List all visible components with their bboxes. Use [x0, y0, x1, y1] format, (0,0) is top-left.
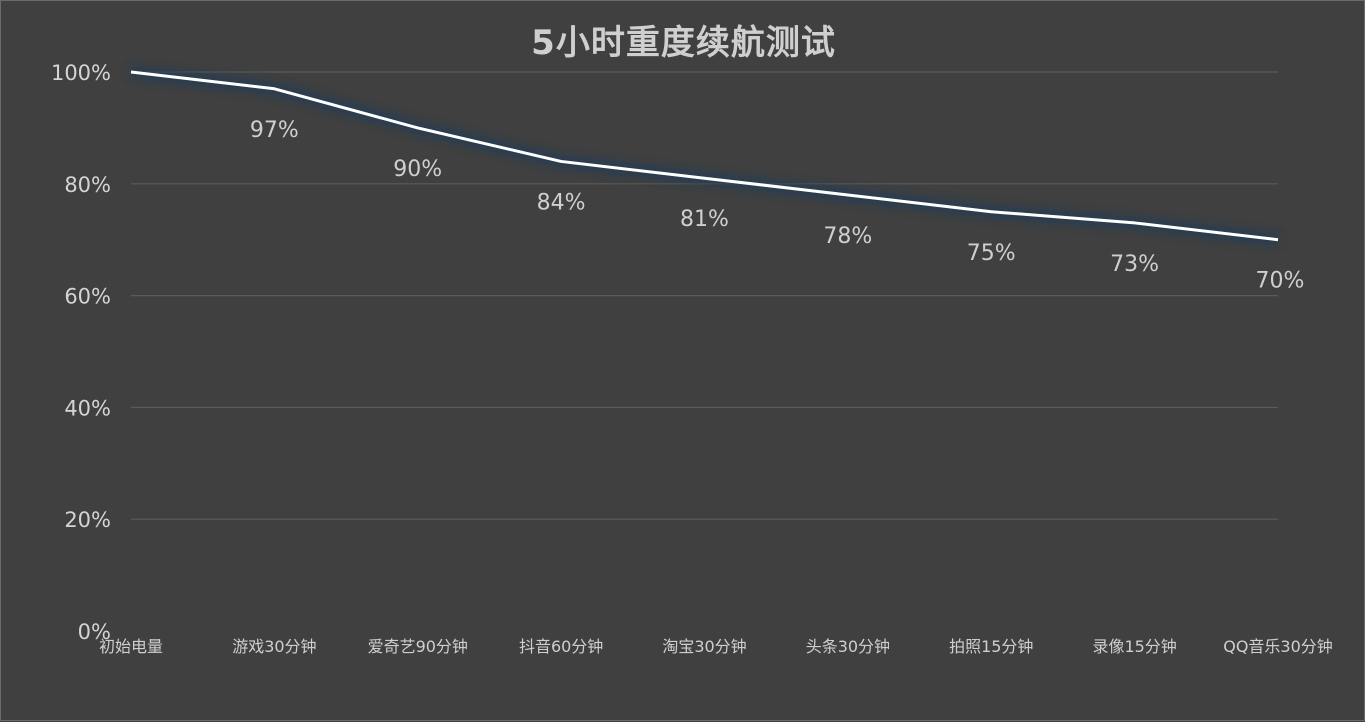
y-tick-label: 0%	[78, 620, 111, 644]
x-tick-label: 游戏30分钟	[232, 637, 316, 656]
data-label: 90%	[393, 157, 442, 182]
x-tick-label: 录像15分钟	[1092, 637, 1176, 656]
data-label: 78%	[823, 224, 872, 249]
data-label: 70%	[1256, 269, 1305, 294]
x-tick-label: 头条30分钟	[806, 637, 890, 656]
x-tick-label: 淘宝30分钟	[662, 637, 746, 656]
data-label: 75%	[967, 241, 1016, 266]
grid-lines	[131, 71, 1278, 520]
data-label: 84%	[537, 190, 586, 215]
data-label: 73%	[1110, 252, 1159, 277]
y-axis-ticks: 0% 20% 40% 60% 80% 100%	[51, 61, 111, 644]
y-tick-label: 40%	[64, 396, 111, 420]
y-tick-label: 60%	[64, 285, 111, 309]
series-line-group	[130, 67, 1279, 245]
x-tick-label: QQ音乐30分钟	[1223, 637, 1333, 656]
data-labels: 97% 90% 84% 81% 78% 75% 73% 70%	[250, 118, 1305, 294]
y-tick-label: 80%	[64, 173, 111, 197]
chart-title: 5小时重度续航测试	[531, 23, 836, 63]
x-tick-label: 抖音60分钟	[519, 637, 603, 656]
x-axis-ticks: 初始电量 游戏30分钟 爱奇艺90分钟 抖音60分钟 淘宝30分钟 头条30分钟 拍照15分…	[99, 637, 1333, 656]
data-label: 81%	[680, 207, 729, 232]
x-tick-label: 拍照15分钟	[949, 637, 1033, 656]
series-line	[130, 70, 1279, 242]
x-tick-label: 初始电量	[99, 637, 163, 656]
data-label: 97%	[250, 118, 299, 143]
y-tick-label: 100%	[51, 61, 111, 85]
y-tick-label: 20%	[64, 508, 111, 532]
x-tick-label: 爱奇艺90分钟	[368, 637, 468, 656]
